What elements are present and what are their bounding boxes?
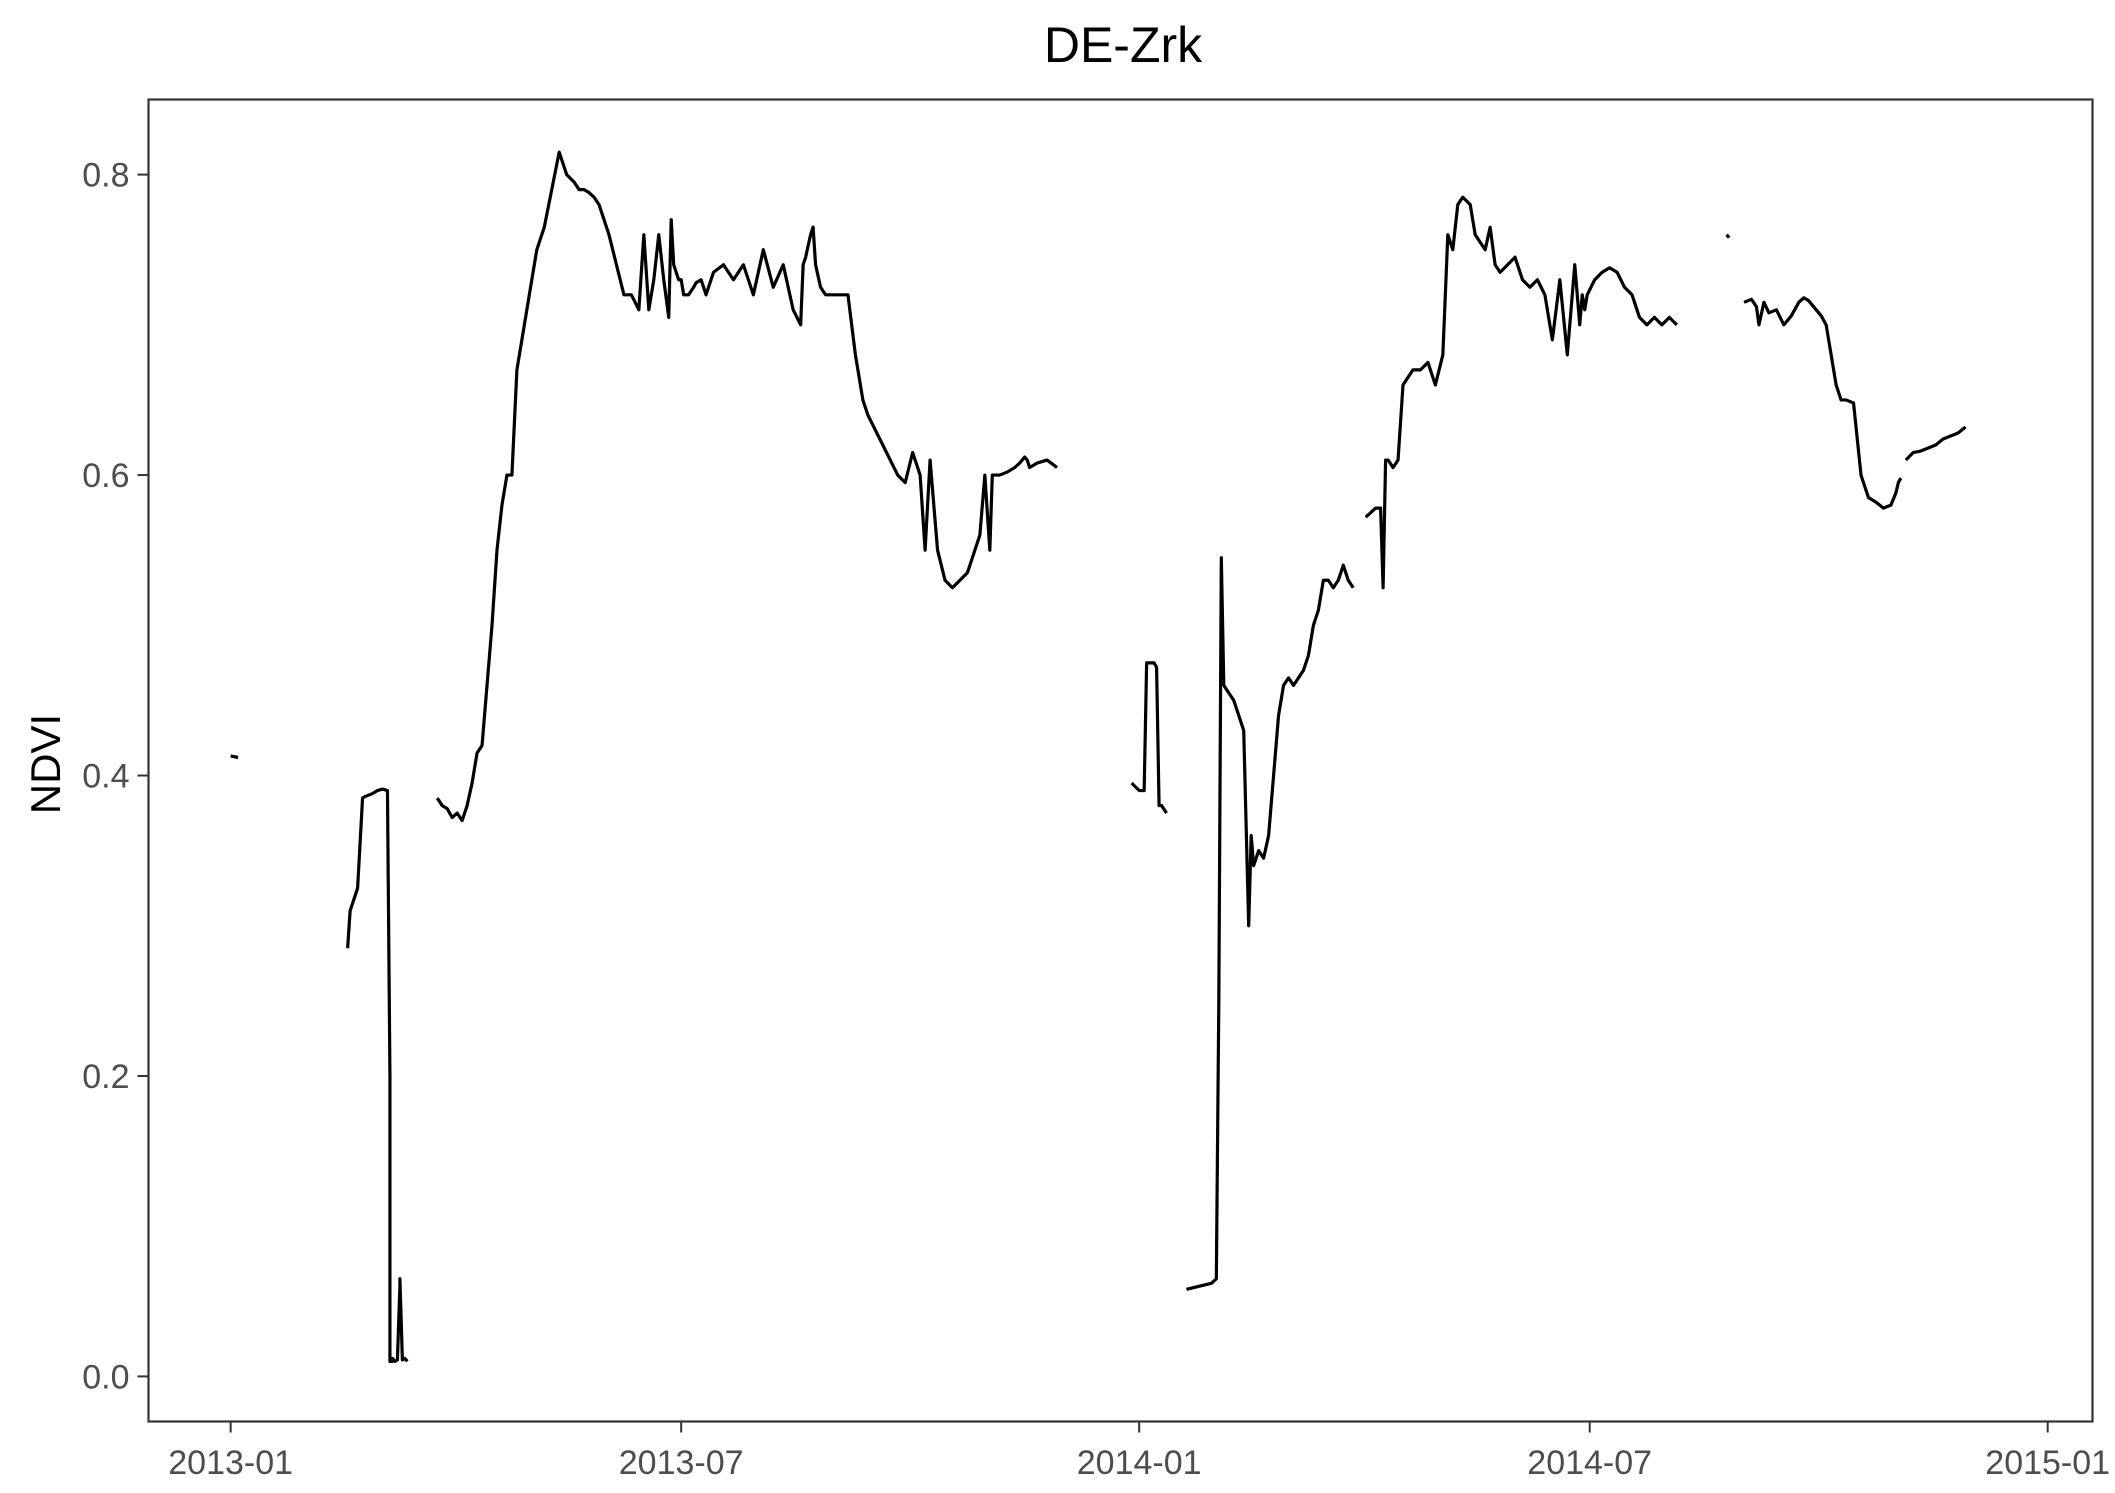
y-axis-tick-label-1: 0.0 (82, 1358, 129, 1396)
series-line-segment-7 (1725, 233, 1731, 239)
series-line-segment-8 (1743, 296, 1903, 510)
series-line-segment-2 (346, 787, 409, 1364)
series-line-segment-1 (230, 754, 239, 760)
axis-layer: 2013-01 2013-07 2014-01 2014-07 2015-01 0.0 0.… (82, 157, 2110, 1482)
series-line-segment-6 (1364, 195, 1678, 590)
chart-title: DE-Zrk (1044, 17, 1203, 73)
panel-border (147, 98, 2094, 1423)
x-axis-tick-label-1: 2013-01 (168, 1444, 293, 1482)
x-axis-tick-label-5: 2015-01 (1985, 1444, 2110, 1482)
series-line-segment-3 (435, 150, 1058, 823)
series-layer (230, 150, 1967, 1364)
series-line-segment-4 (1130, 661, 1168, 814)
series-line-segment-5 (1186, 556, 1355, 1291)
y-axis-tick-label-2: 0.2 (82, 1058, 129, 1096)
series-line-segment-9 (1904, 425, 1967, 462)
y-axis-tick-label-3: 0.4 (82, 758, 129, 796)
y-axis-tick-label-4: 0.6 (82, 457, 129, 495)
x-axis-tick-label-4: 2014-07 (1527, 1444, 1652, 1482)
x-axis-tick-label-2: 2013-07 (619, 1444, 744, 1482)
y-axis-title: NDVI (22, 714, 69, 814)
y-axis-tick-label-5: 0.8 (82, 157, 129, 195)
x-axis-tick-label-3: 2014-01 (1077, 1444, 1202, 1482)
series-group (230, 150, 1967, 1364)
